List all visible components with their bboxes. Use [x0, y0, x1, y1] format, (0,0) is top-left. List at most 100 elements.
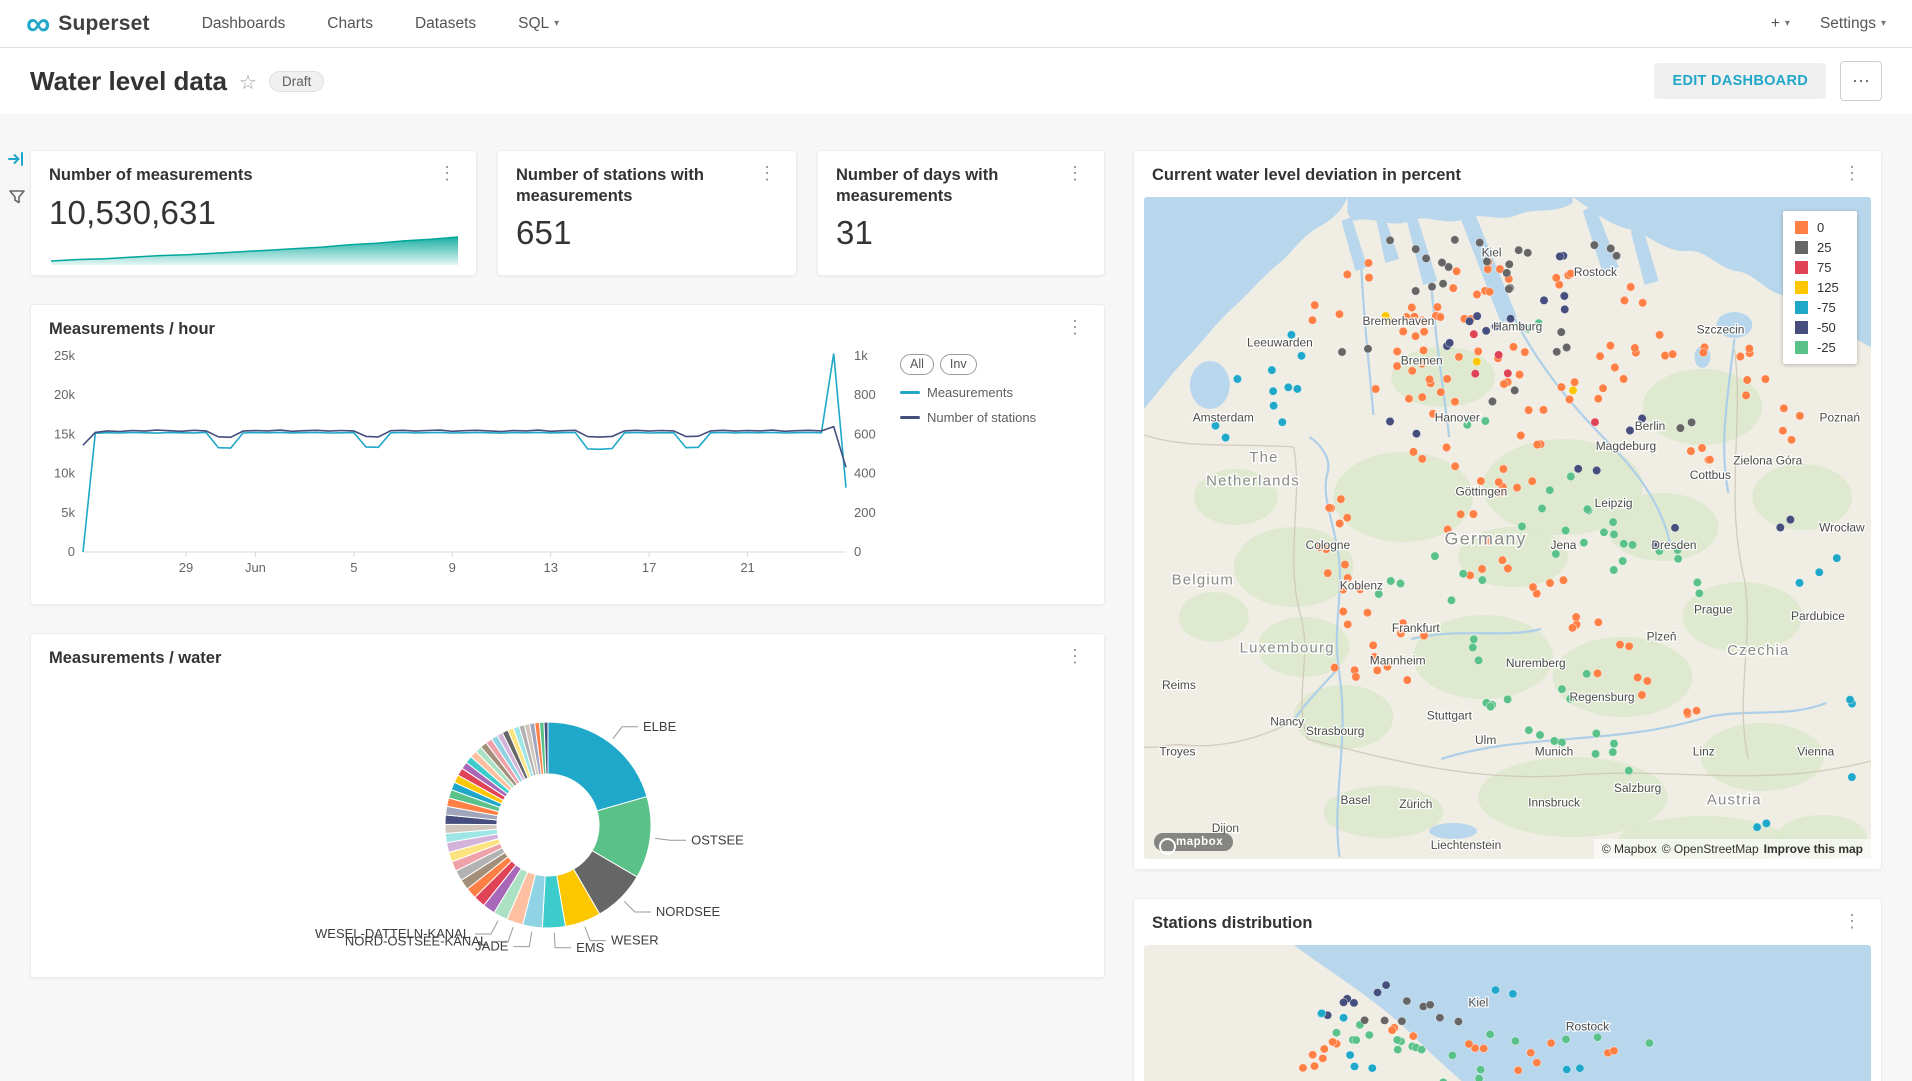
nav-links: Dashboards Charts Datasets SQL ▾ [202, 15, 559, 33]
legend-row[interactable]: -50 [1795, 320, 1845, 335]
svg-text:Mannheim: Mannheim [1370, 653, 1426, 667]
svg-text:Regensburg: Regensburg [1569, 690, 1634, 704]
legend-swatch [1795, 221, 1808, 234]
chart-kebab-icon[interactable]: ⋮ [438, 163, 456, 183]
legend-row[interactable]: 0 [1795, 220, 1845, 235]
chart-kebab-icon[interactable]: ⋮ [1066, 317, 1084, 337]
chart-kebab-icon[interactable]: ⋮ [1066, 163, 1084, 183]
kpi-card-measurements: Number of measurements ⋮ 10,530,631 [30, 150, 477, 276]
legend-row[interactable]: 125 [1795, 280, 1845, 295]
svg-text:Belgium: Belgium [1172, 571, 1234, 588]
svg-text:Zürich: Zürich [1399, 797, 1432, 811]
svg-text:Kiel: Kiel [1482, 246, 1502, 260]
settings-menu-button[interactable]: Settings ▾ [1820, 15, 1886, 33]
favorite-star-icon[interactable]: ☆ [239, 71, 257, 94]
svg-text:EMS: EMS [576, 939, 605, 954]
legend-swatch [1795, 301, 1808, 314]
plus-icon: + [1770, 14, 1780, 32]
svg-text:0: 0 [68, 544, 75, 559]
mapbox-logo[interactable]: mapbox [1154, 833, 1234, 855]
svg-text:Bremen: Bremen [1401, 353, 1443, 367]
svg-text:Nuremberg: Nuremberg [1506, 656, 1566, 670]
svg-text:Nancy: Nancy [1270, 714, 1304, 728]
mapbox-attribution[interactable]: © Mapbox [1601, 842, 1657, 856]
legend-item-number-of-stations[interactable]: Number of stations [900, 410, 1036, 425]
nav-sql[interactable]: SQL ▾ [518, 15, 559, 33]
chart-kebab-icon[interactable]: ⋮ [758, 163, 776, 183]
settings-label: Settings [1819, 14, 1876, 32]
svg-text:25k: 25k [54, 348, 75, 363]
stations-map[interactable]: Kiel Rostock [1144, 945, 1871, 1081]
svg-text:Magdeburg: Magdeburg [1596, 439, 1656, 453]
svg-text:Plzeň: Plzeň [1647, 629, 1677, 643]
svg-text:The: The [1249, 449, 1278, 466]
legend-row[interactable]: 75 [1795, 260, 1845, 275]
svg-text:1k: 1k [854, 348, 868, 363]
map-legend: 0 25 75 125 -75 -50 -25 [1783, 211, 1857, 364]
svg-text:OSTSEE: OSTSEE [691, 832, 744, 847]
water-level-deviation-map-card: Current water level deviation in percent… [1133, 150, 1882, 870]
svg-text:Rostock: Rostock [1574, 265, 1617, 279]
svg-text:Salzburg: Salzburg [1614, 781, 1661, 795]
chart-title: Measurements / hour [49, 320, 215, 338]
chart-kebab-icon[interactable]: ⋮ [1843, 163, 1861, 183]
svg-text:Munich: Munich [1535, 745, 1574, 759]
svg-text:Berlin: Berlin [1635, 419, 1666, 433]
svg-text:Czechia: Czechia [1727, 642, 1789, 659]
svg-text:Vienna: Vienna [1797, 745, 1834, 759]
page-title: Water level data [30, 65, 228, 96]
legend-row[interactable]: 25 [1795, 240, 1845, 255]
svg-text:ELBE: ELBE [643, 718, 677, 733]
nav-dashboards[interactable]: Dashboards [201, 14, 286, 32]
new-menu-button[interactable]: + ▾ [1771, 15, 1790, 33]
svg-text:13: 13 [543, 560, 557, 575]
legend-all-button[interactable]: All [900, 353, 934, 375]
line-chart-legend: All Inv Measurements Number of stations [900, 344, 1068, 582]
legend-swatch [1795, 281, 1808, 294]
legend-row[interactable]: -75 [1795, 300, 1845, 315]
svg-text:Hanover: Hanover [1435, 410, 1480, 424]
chart-kebab-icon[interactable]: ⋮ [1066, 646, 1084, 666]
svg-text:Wrocław: Wrocław [1819, 520, 1865, 534]
svg-text:WESER: WESER [611, 932, 659, 947]
dashboard-header: Water level data ☆ Draft EDIT DASHBOARD … [0, 48, 1912, 114]
improve-map-link[interactable]: Improve this map [1763, 842, 1863, 856]
legend-row[interactable]: -25 [1795, 340, 1845, 355]
svg-text:Leeuwarden: Leeuwarden [1247, 336, 1313, 350]
svg-text:9: 9 [449, 560, 456, 575]
deviation-map[interactable]: Germany Belgium The Netherlands Luxembourg Cz… [1144, 197, 1871, 859]
expand-filter-bar-icon[interactable] [7, 150, 27, 173]
legend-inv-button[interactable]: Inv [939, 353, 977, 375]
legend-swatch [1795, 341, 1808, 354]
kpi-card-days: Number of days with measurements ⋮ 31 [817, 150, 1105, 276]
filter-bar-rail [5, 150, 29, 210]
svg-text:600: 600 [854, 426, 876, 441]
svg-text:400: 400 [854, 465, 876, 480]
svg-text:Cottbus: Cottbus [1690, 468, 1731, 482]
donut-chart-plot[interactable]: ELBE OSTSEE NORDSEE WESER EMS JADENORD-OSTSEE… [31, 673, 1066, 965]
chevron-down-icon: ▾ [1880, 18, 1886, 29]
chart-kebab-icon[interactable]: ⋮ [1843, 911, 1861, 931]
svg-text:5: 5 [350, 560, 357, 575]
kpi-trendline [50, 229, 459, 265]
osm-attribution[interactable]: © OpenStreetMap [1661, 842, 1759, 856]
nav-datasets[interactable]: Datasets [414, 14, 477, 32]
svg-text:Bremerhaven: Bremerhaven [1363, 314, 1435, 328]
edit-dashboard-button[interactable]: EDIT DASHBOARD [1654, 63, 1826, 99]
nav-charts[interactable]: Charts [327, 14, 373, 32]
svg-text:Linz: Linz [1693, 745, 1715, 759]
dashboard-more-button[interactable]: ⋯ [1840, 61, 1882, 101]
filter-funnel-icon[interactable] [8, 189, 26, 210]
svg-text:Szczecin: Szczecin [1697, 322, 1745, 336]
chart-title: Number of stations with measurements [516, 166, 704, 205]
svg-text:20k: 20k [54, 387, 75, 402]
svg-text:10k: 10k [54, 465, 75, 480]
svg-text:Luxembourg: Luxembourg [1240, 639, 1335, 656]
svg-text:800: 800 [854, 387, 876, 402]
line-chart-plot[interactable]: 0 5k 10k 15k 20k 25k 0 200 400 600 800 1k 29 Jun 5 9 13 1… [35, 344, 900, 582]
legend-item-measurements[interactable]: Measurements [900, 385, 1013, 400]
chart-title: Measurements / water [49, 649, 222, 667]
superset-logo[interactable]: ∞ Superset [26, 7, 150, 41]
svg-text:Kiel: Kiel [1468, 997, 1488, 1010]
svg-text:Innsbruck: Innsbruck [1528, 796, 1580, 810]
